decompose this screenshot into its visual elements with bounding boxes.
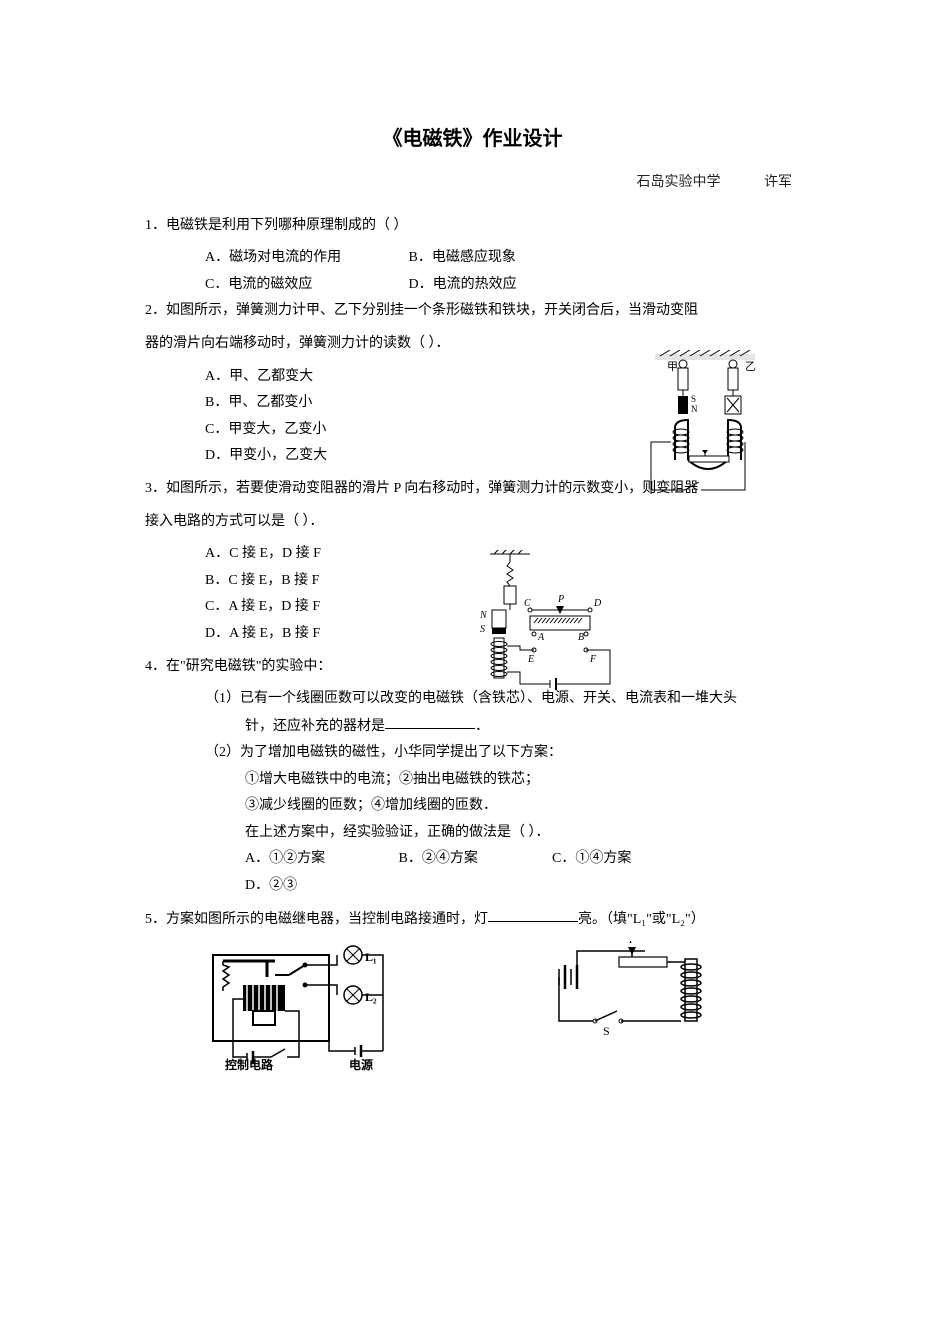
q3-figure: N S C P D A B E F: [460, 550, 640, 690]
q5-label-l2: L₂: [365, 990, 377, 1004]
q4-opt-c: C．①④方案: [552, 846, 702, 873]
q4-p1c: ．: [475, 718, 489, 733]
q2-stem1: 2．如图所示，弹簧测力计甲、乙下分别挂一个条形磁铁和铁块，开关闭合后，当滑动变阻: [145, 298, 800, 325]
q2-label-left: 甲: [667, 361, 678, 373]
q5-stem-b: 亮。（填"L₁"或"L₂"）: [578, 911, 705, 926]
q3-label-s: S: [480, 624, 485, 635]
q1-opt-c: C．电流的磁效应: [205, 272, 405, 299]
q3-label-a: A: [537, 632, 545, 643]
q5-blank: [488, 906, 578, 923]
author-line: 石岛实验中学 许军: [145, 170, 800, 197]
q4-opts: A．①②方案 B．②④方案 C．①④方案 D．②③: [145, 846, 800, 899]
author-name: 许军: [764, 175, 792, 190]
q5-label-ctrl: 控制电路: [225, 1057, 274, 1071]
q5r-label-s: S: [603, 1024, 610, 1038]
q4-p1b-row: 针，还应补充的器材是 ．: [145, 713, 800, 740]
q3-label-f: F: [589, 654, 597, 665]
q3-label-p: P: [557, 594, 564, 605]
q5r-label-p: P: [628, 941, 636, 946]
q1-stem: 1．电磁铁是利用下列哪种原理制成的（ ）: [145, 213, 800, 240]
page-title: 《电磁铁》作业设计: [145, 120, 800, 158]
school-name: 石岛实验中学: [637, 175, 721, 190]
q3-label-d: D: [593, 598, 602, 609]
q1-opt-b: B．电磁感应现象: [409, 245, 609, 272]
q1-opt-d: D．电流的热效应: [409, 272, 609, 299]
q2-label-s: S: [691, 394, 696, 404]
q4-opt-a: A．①②方案: [245, 846, 395, 873]
q4-p1a: （1）已有一个线圈匝数可以改变的电磁铁（含铁芯）、电源、开关、电流表和一堆大头: [145, 686, 800, 713]
q2-label-n: N: [691, 404, 698, 414]
q4-opt-d: D．②③: [245, 873, 395, 900]
q1-row2: C．电流的磁效应 D．电流的热效应: [145, 272, 800, 299]
q5-stem-a: 5．方案如图所示的电磁继电器，当控制电路接通时，灯: [145, 911, 488, 926]
q3-label-n: N: [479, 610, 488, 621]
q3-stem2: 接入电路的方式可以是（ ）．: [145, 509, 800, 536]
q4-opt-b: B．②④方案: [399, 846, 549, 873]
q5-figure-left: L₁ L₂ 控制电路 电源: [205, 941, 405, 1071]
q1-opt-a: A．磁场对电流的作用: [205, 245, 405, 272]
q4-m1: ①增大电磁铁中的电流；②抽出电磁铁的铁芯；: [145, 767, 800, 794]
q1-row1: A．磁场对电流的作用 B．电磁感应现象: [145, 245, 800, 272]
q4-m2: ③减少线圈的匝数；④增加线圈的匝数．: [145, 793, 800, 820]
q5-label-l1: L₁: [365, 950, 377, 964]
q3-label-b: B: [578, 632, 584, 643]
q4-p1b: 针，还应补充的器材是: [245, 718, 385, 733]
q2-label-right: 乙: [745, 360, 756, 373]
q4-check: 在上述方案中，经实验验证，正确的做法是（ ）．: [145, 820, 800, 847]
q5-label-pwr: 电源: [349, 1057, 373, 1071]
q5-stem-row: 5．方案如图所示的电磁继电器，当控制电路接通时，灯 亮。（填"L₁"或"L₂"）: [145, 906, 800, 933]
q2-figure: 甲 乙 S N: [645, 350, 785, 500]
q4-p2: （2）为了增加电磁铁的磁性，小华同学提出了以下方案：: [145, 740, 800, 767]
q3-label-c: C: [524, 598, 531, 609]
q3-label-e: E: [527, 654, 534, 665]
q4-blank1: [385, 713, 475, 730]
q5-figure-right: P S: [545, 941, 715, 1061]
